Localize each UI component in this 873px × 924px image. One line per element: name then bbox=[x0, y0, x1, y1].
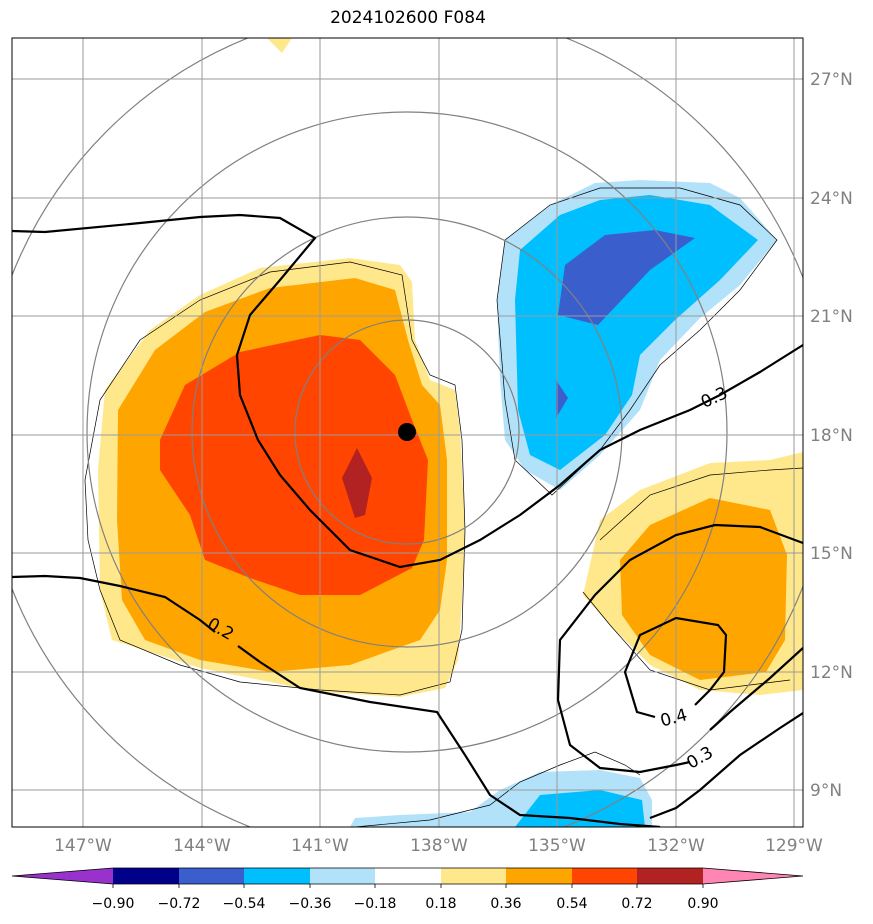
negative-field-blue-small bbox=[556, 380, 568, 418]
colorbar-bin bbox=[572, 868, 637, 884]
colorbar-bin bbox=[441, 868, 506, 884]
colorbar-tick-label: −0.36 bbox=[289, 896, 332, 912]
colorbar: −0.90 −0.72 −0.54 −0.36 −0.18 0.18 0.36 … bbox=[11, 867, 804, 912]
map-frame bbox=[11, 37, 804, 828]
bold-contours bbox=[12, 213, 803, 827]
contour-label-3: 0.4 bbox=[658, 705, 689, 731]
lat-label: 15°N bbox=[810, 544, 853, 564]
lat-label: 12°N bbox=[810, 663, 853, 683]
lon-label: 141°W bbox=[291, 836, 349, 856]
lat-label: 18°N bbox=[810, 426, 853, 446]
colorbar-tick-label: −0.18 bbox=[354, 896, 397, 912]
lon-label: 144°W bbox=[173, 836, 231, 856]
lat-label: 21°N bbox=[810, 307, 853, 327]
colorbar-tick-label: −0.72 bbox=[158, 896, 201, 912]
lon-label: 147°W bbox=[54, 836, 112, 856]
positive-field-red bbox=[160, 335, 428, 595]
colorbar-tick-label: 0.18 bbox=[425, 896, 456, 912]
colorbar-bin bbox=[375, 868, 441, 884]
lat-label: 24°N bbox=[810, 189, 853, 209]
colorbar-tick-label: 0.90 bbox=[687, 896, 718, 912]
colorbar-low-extend bbox=[12, 868, 113, 884]
colorbar-bin bbox=[310, 868, 375, 884]
colorbar-bin bbox=[244, 868, 310, 884]
storm-center-marker bbox=[398, 423, 416, 441]
range-rings bbox=[12, 38, 803, 827]
colorbar-tick-label: 0.72 bbox=[621, 896, 652, 912]
colorbar-tick-label: 0.36 bbox=[490, 896, 521, 912]
contour-0-4 bbox=[623, 616, 728, 719]
colorbar-bin bbox=[113, 868, 179, 884]
lat-label: 27°N bbox=[810, 70, 853, 90]
graticule bbox=[12, 38, 803, 827]
colorbar-bin bbox=[179, 868, 244, 884]
colorbar-bin bbox=[637, 868, 703, 884]
lat-label: 9°N bbox=[810, 781, 842, 801]
contour-0-3-south bbox=[556, 523, 803, 774]
contour-0-2 bbox=[12, 574, 661, 827]
lon-label: 135°W bbox=[528, 836, 586, 856]
colorbar-tick-label: 0.54 bbox=[556, 896, 587, 912]
lon-label: 129°W bbox=[765, 836, 823, 856]
contour-0-3-southeast bbox=[649, 712, 803, 820]
latitude-axis: 27°N 24°N 21°N 18°N 15°N 12°N 9°N bbox=[810, 70, 853, 801]
lon-label: 132°W bbox=[647, 836, 705, 856]
positive-field-yellow-top bbox=[267, 38, 292, 53]
thin-contours bbox=[84, 187, 803, 827]
positive-field-darkred bbox=[342, 448, 372, 518]
negative-field-blue bbox=[558, 230, 695, 325]
colorbar-bin bbox=[506, 868, 572, 884]
longitude-axis: 147°W 144°W 141°W 138°W 135°W 132°W 129°… bbox=[54, 836, 823, 856]
contour-label-4: 0.3 bbox=[683, 743, 716, 774]
shaded-fields bbox=[98, 38, 803, 827]
lon-label: 138°W bbox=[410, 836, 468, 856]
colorbar-tick-label: −0.54 bbox=[223, 896, 266, 912]
colorbar-tick-label: −0.90 bbox=[92, 896, 135, 912]
contour-0-3-north bbox=[12, 213, 803, 569]
colorbar-high-extend bbox=[703, 868, 803, 884]
map-title: 2024102600 F084 bbox=[330, 8, 486, 28]
